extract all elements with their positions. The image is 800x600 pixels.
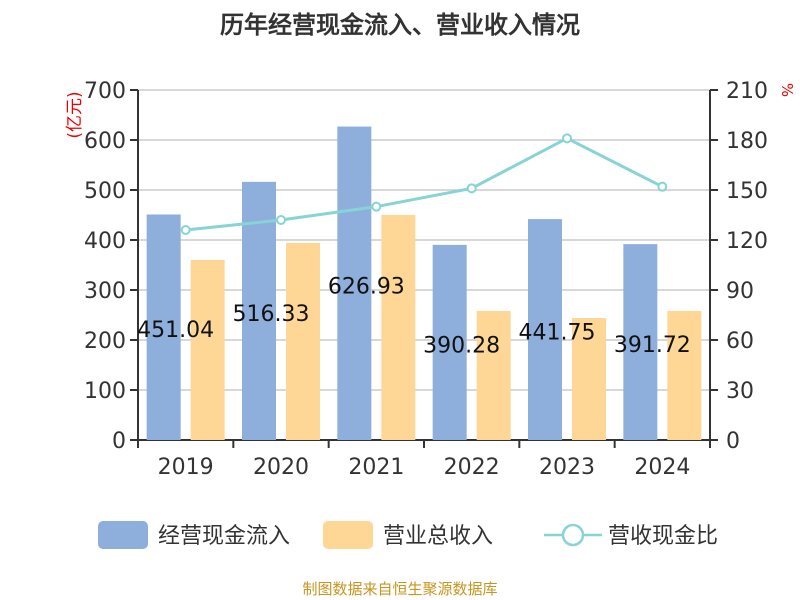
legend-marker [561, 523, 585, 547]
x-tick-label: 2019 [158, 455, 214, 480]
bar-1 [286, 243, 320, 440]
left-tick-label: 400 [84, 229, 126, 254]
line-point [657, 181, 668, 192]
bar-data-label: 516.33 [233, 302, 310, 327]
left-tick-label: 300 [84, 279, 126, 304]
left-tick-label: 200 [84, 329, 126, 354]
left-tick-label: 600 [84, 129, 126, 154]
line-point [276, 215, 286, 225]
left-axis-label: (亿元) [65, 91, 85, 138]
left-tick-label: 700 [84, 79, 126, 104]
watermark: 制图数据来自恒生聚源数据库 [302, 580, 497, 598]
bar-0 [623, 244, 658, 440]
bar-0 [432, 244, 467, 440]
legend-swatch [323, 521, 373, 549]
x-tick-label: 2022 [444, 455, 500, 480]
legend-label: 经营现金流入 [158, 524, 290, 549]
bar-1 [190, 260, 225, 440]
line-point [180, 225, 191, 235]
bar-data-label: 391.72 [614, 333, 691, 358]
legend-label: 营业总收入 [383, 524, 493, 549]
line-point [371, 201, 382, 212]
right-axis-label: % [778, 83, 796, 97]
bar-0 [337, 126, 372, 440]
x-tick-label: 2024 [634, 455, 690, 480]
right-tick-label: 180 [726, 129, 768, 154]
bar-data-label: 390.28 [423, 333, 500, 358]
line-point [562, 133, 572, 144]
bar-data-label: 441.75 [519, 321, 596, 346]
left-tick-label: 0 [112, 429, 126, 454]
bar-1 [381, 215, 416, 440]
line-series [185, 136, 664, 232]
line-point [466, 183, 477, 194]
bar-1 [476, 311, 511, 440]
right-tick-label: 120 [726, 229, 768, 254]
right-tick-label: 60 [726, 329, 754, 354]
right-tick-label: 30 [726, 379, 754, 404]
right-tick-label: 0 [726, 429, 740, 454]
right-tick-label: 210 [726, 79, 768, 104]
left-tick-label: 100 [84, 379, 126, 404]
x-tick-label: 2020 [253, 455, 309, 480]
right-tick-label: 150 [726, 179, 768, 204]
legend-label: 营收现金比 [608, 524, 718, 549]
chart-title: 历年经营现金流入、营业收入情况 [220, 11, 580, 39]
bar-data-label: 626.93 [328, 274, 405, 299]
x-tick-label: 2023 [539, 455, 595, 480]
bar-0 [528, 219, 562, 440]
legend-swatch [98, 521, 148, 549]
right-tick-label: 90 [726, 279, 754, 304]
bar-0 [146, 214, 181, 440]
bar-1 [667, 311, 702, 440]
left-tick-label: 500 [84, 179, 126, 204]
x-tick-label: 2021 [348, 455, 404, 480]
bar-data-label: 451.04 [137, 318, 214, 343]
bar-1 [572, 318, 606, 440]
